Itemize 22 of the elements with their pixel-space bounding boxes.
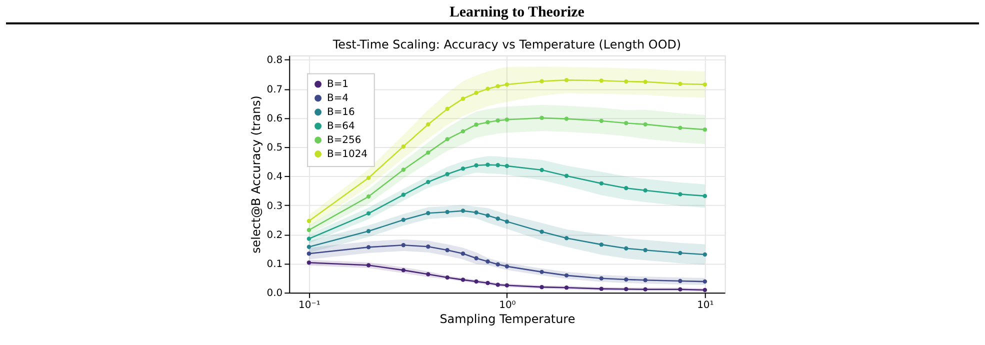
y-tick-label: 0.7 xyxy=(266,84,283,96)
legend-label: B=1024 xyxy=(327,149,368,160)
x-tick-label: 10⁰ xyxy=(499,300,516,312)
y-tick-label: 0.5 xyxy=(266,142,283,154)
y-tick-label: 0.3 xyxy=(266,200,283,212)
y-tick-label: 0.8 xyxy=(266,55,283,66)
text: Learning to Theorize xyxy=(449,4,585,20)
legend-label: B=64 xyxy=(327,121,355,132)
legend-label: B=1 xyxy=(327,79,349,90)
y-tick-label: 0.1 xyxy=(266,258,283,270)
y-tick-label: 0.4 xyxy=(266,172,283,183)
x-tick-label: 10⁻¹ xyxy=(298,300,320,312)
legend-label: B=4 xyxy=(327,93,349,104)
x-tick-label: 10¹ xyxy=(697,300,714,312)
legend-label: B=16 xyxy=(327,107,355,118)
legend-label: B=256 xyxy=(327,135,362,146)
y-tick-label: 0.0 xyxy=(266,288,283,300)
chart-title: Test-Time Scaling: Accuracy vs Temperature (Length OOD) xyxy=(332,37,682,52)
y-tick-label: 0.2 xyxy=(266,230,283,241)
x-axis-title: Sampling Temperature xyxy=(440,312,576,326)
y-axis-title: select@B Accuracy (trans) xyxy=(248,96,263,254)
y-tick-label: 0.6 xyxy=(266,113,283,124)
